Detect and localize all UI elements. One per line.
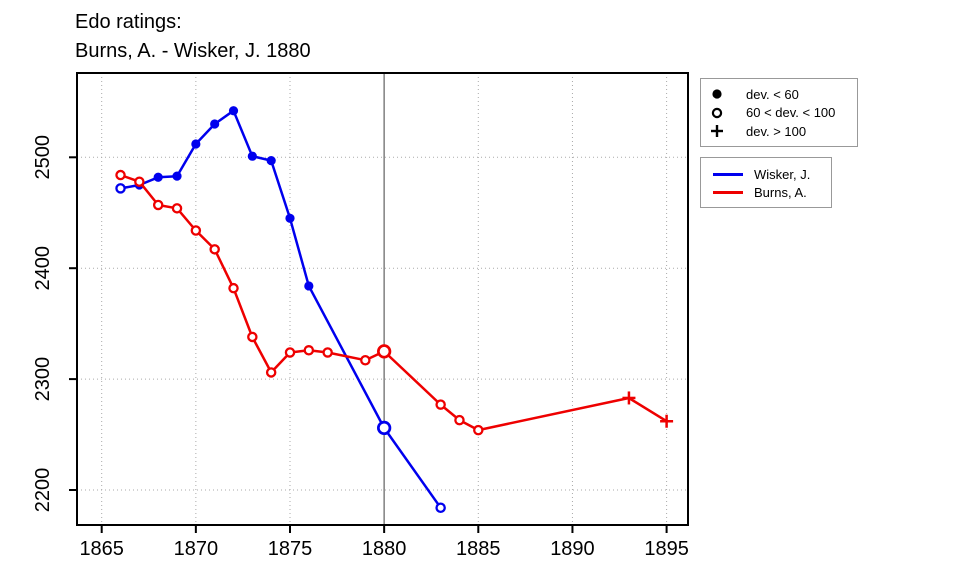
legend-deviation: dev. < 60 60 < dev. < 100 dev. > 100 — [700, 78, 858, 147]
marker-open-burns-a — [134, 176, 145, 187]
marker-open-burns-a — [473, 424, 484, 436]
legend-series-label: Burns, A. — [754, 184, 807, 200]
series-line-wisker-j — [120, 109, 442, 509]
marker-open-burns-a — [377, 344, 392, 359]
marker-open-burns-a — [303, 345, 315, 356]
x-tick-label: 1890 — [550, 538, 595, 560]
legend-item-label: dev. < 60 — [746, 86, 799, 102]
chart-title: Edo ratings: Burns, A. - Wisker, J. 1880 — [75, 8, 311, 66]
marker-filled-wisker-j — [285, 213, 295, 223]
marker-filled-wisker-j — [172, 171, 182, 181]
marker-open-wisker-j — [435, 502, 446, 513]
marker-open-burns-a — [360, 354, 371, 366]
marker-open-burns-a — [228, 282, 239, 294]
series-line-burns-a — [120, 173, 668, 432]
chart-title-line2: Burns, A. - Wisker, J. 1880 — [75, 40, 311, 62]
marker-open-burns-a — [284, 347, 296, 358]
marker-filled-wisker-j — [266, 156, 276, 166]
legend-series-burns: Burns, A. — [713, 184, 831, 202]
marker-filled-wisker-j — [247, 151, 257, 161]
y-tick-label: 2500 — [32, 135, 54, 180]
plus-icon — [709, 123, 725, 139]
marker-open-burns-a — [115, 169, 126, 181]
plot-border — [76, 72, 689, 526]
marker-open-burns-a — [171, 203, 183, 214]
marker-open-wisker-j — [377, 420, 392, 436]
marker-open-burns-a — [435, 399, 446, 410]
x-tick-label: 1865 — [79, 538, 124, 560]
legend-item-dev-lt-60: dev. < 60 — [709, 85, 857, 104]
filled-circle-icon — [709, 86, 725, 102]
marker-open-burns-a — [265, 367, 277, 378]
chart-title-line1: Edo ratings: — [75, 11, 182, 33]
legend-item-label: 60 < dev. < 100 — [746, 105, 836, 121]
legend-item-dev-60-100: 60 < dev. < 100 — [709, 104, 857, 123]
legend-series-wisker: Wisker, J. — [713, 166, 831, 184]
legend-series-label: Wisker, J. — [754, 167, 811, 183]
x-tick-label: 1895 — [644, 538, 689, 560]
marker-open-burns-a — [209, 244, 220, 255]
x-tick-label: 1885 — [456, 538, 501, 560]
marker-open-burns-a — [247, 331, 258, 343]
open-circle-icon — [709, 105, 725, 121]
marker-open-burns-a — [454, 414, 465, 426]
legend-item-dev-gt-100: dev. > 100 — [709, 122, 857, 141]
y-tick-label: 2200 — [32, 468, 54, 513]
marker-open-burns-a — [322, 347, 333, 358]
x-tick-label: 1870 — [174, 538, 219, 560]
wisker-line-swatch — [713, 173, 743, 177]
marker-filled-wisker-j — [153, 172, 163, 182]
x-tick-label: 1875 — [268, 538, 313, 560]
marker-open-burns-a — [190, 225, 202, 236]
marker-filled-wisker-j — [228, 106, 239, 116]
burns-line-swatch — [713, 190, 743, 194]
marker-open-wisker-j — [115, 183, 126, 194]
y-tick-label: 2400 — [32, 246, 54, 291]
y-tick-label: 2300 — [32, 357, 54, 402]
marker-open-burns-a — [152, 199, 164, 211]
marker-filled-wisker-j — [210, 119, 220, 129]
marker-filled-wisker-j — [304, 281, 314, 291]
legend-players: Wisker, J. Burns, A. — [700, 157, 832, 208]
x-tick-label: 1880 — [362, 538, 407, 560]
legend-item-label: dev. > 100 — [746, 123, 807, 139]
marker-filled-wisker-j — [191, 139, 201, 149]
